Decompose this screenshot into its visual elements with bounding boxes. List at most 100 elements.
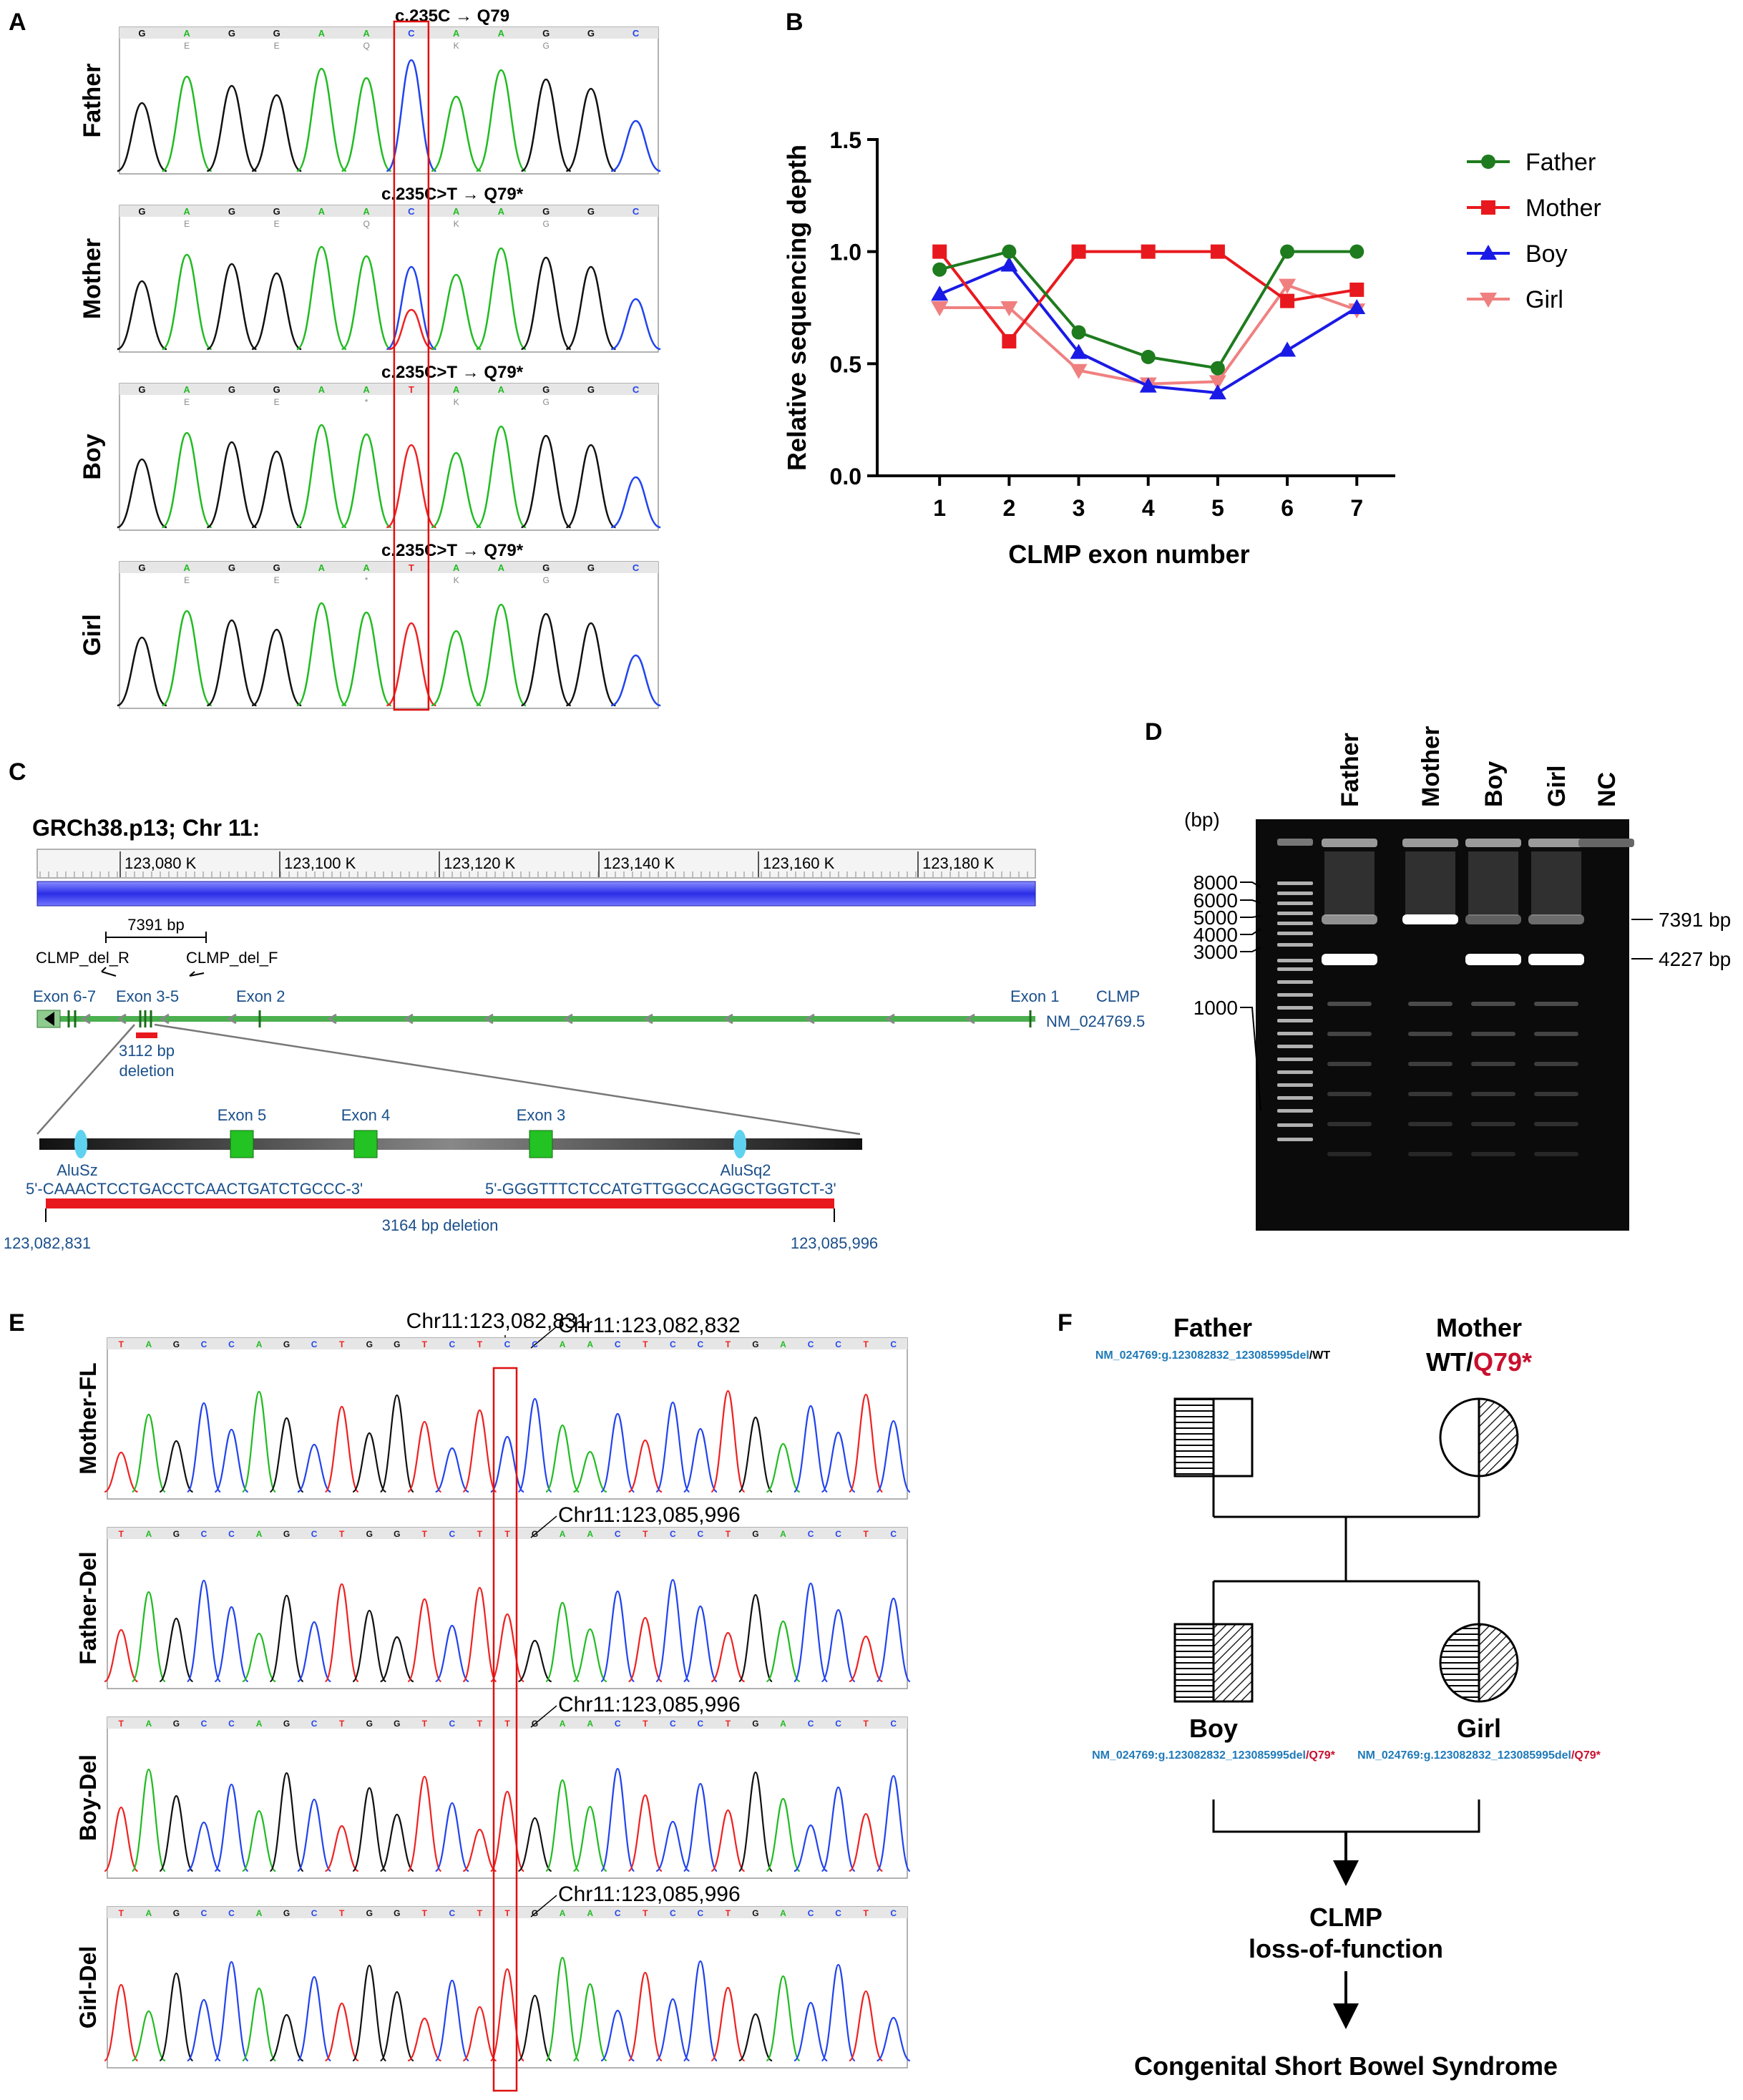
gene-strand-arrows <box>81 1013 975 1025</box>
ladder-label: 8000 <box>1193 871 1238 894</box>
data-point <box>1481 155 1495 169</box>
trace-peak <box>214 1960 249 2062</box>
strand-arrow <box>723 1013 733 1025</box>
trace-peak <box>104 1806 139 1872</box>
gel-lane-label: Girl <box>1543 765 1571 807</box>
base-call: A <box>587 1339 593 1349</box>
trace-peak <box>517 1817 552 1872</box>
gel-faint-band <box>1408 1062 1452 1066</box>
genome-assembly-title: GRCh38.p13; Chr 11: <box>32 815 260 841</box>
trace-peak <box>162 431 213 529</box>
trace-peak <box>545 1601 580 1683</box>
amino-acid: E <box>274 397 280 407</box>
trace-peak <box>521 78 572 172</box>
transcript-id: NM_024769.5 <box>1046 1012 1145 1030</box>
base-call: A <box>498 28 505 39</box>
ladder-band <box>1277 881 1313 885</box>
strand-arrow <box>404 1013 414 1025</box>
mother-genotype-wt: WT/ <box>1426 1347 1473 1377</box>
base-call: C <box>201 1719 208 1729</box>
trace-peak <box>573 1450 607 1493</box>
trace-peak <box>517 1397 552 1493</box>
panel-c-genomic-map: GRCh38.p13; Chr 11: 123,080 K 123,100 K 12… <box>4 815 1145 1252</box>
trace-peak <box>738 2013 773 2062</box>
trace-peak <box>159 1972 194 2062</box>
ladder-pointer <box>1240 915 1261 918</box>
deletion-3112-bar <box>136 1032 157 1038</box>
data-point <box>1348 299 1366 314</box>
exon-3-5-label: Exon 3-5 <box>116 987 179 1005</box>
base-call: A <box>318 28 326 39</box>
trace-peak <box>386 265 436 351</box>
base-call: A <box>363 562 370 573</box>
amino-acid: E <box>184 575 190 585</box>
track-name: Mother-FL <box>75 1362 101 1474</box>
trace-peak <box>296 1976 332 2062</box>
gel-lane-label: Mother <box>1417 726 1445 807</box>
trace-peak <box>187 1821 221 1872</box>
ladder-band <box>1277 1019 1313 1022</box>
base-call: T <box>864 1339 869 1349</box>
ladder-pointer <box>1240 1007 1261 1111</box>
junction-annotation: Chr11:123,085,996 <box>558 1503 741 1527</box>
base-call: G <box>532 1908 538 1918</box>
base-call: T <box>119 1719 125 1729</box>
ruler-tick-label: 123,160 K <box>763 854 835 872</box>
trace-peak <box>683 1782 718 1872</box>
trace-peak <box>435 1802 469 1872</box>
trace-peak <box>131 1591 167 1683</box>
trace-peak <box>794 1824 828 1872</box>
boy-label: Boy <box>1189 1714 1238 1743</box>
gel-well <box>1578 839 1634 847</box>
trace-peak <box>610 476 661 529</box>
base-call: G <box>138 206 145 217</box>
trace-peak <box>407 1598 442 1683</box>
trace-peak <box>386 622 436 707</box>
father-square-left-half <box>1175 1399 1214 1476</box>
trace-peak <box>793 1582 829 1683</box>
trace-peak <box>876 1597 911 1683</box>
zoom-exon-5 <box>230 1130 254 1158</box>
strand-arrow <box>805 1013 815 1025</box>
legend-label: Boy <box>1525 240 1568 268</box>
base-call: C <box>408 206 415 217</box>
base-call: G <box>366 1719 373 1729</box>
base-call: G <box>542 384 550 395</box>
ladder-band <box>1277 892 1313 895</box>
trace-peak <box>131 1768 167 1872</box>
base-call: C <box>615 1529 621 1539</box>
trace-peak <box>628 1971 663 2062</box>
exon-1-label: Exon 1 <box>1010 987 1060 1005</box>
base-call: A <box>318 562 326 573</box>
base-call: G <box>587 28 595 39</box>
base-call: A <box>498 384 505 395</box>
base-call: A <box>780 1529 786 1539</box>
base-call: C <box>615 1719 621 1729</box>
base-call: C <box>615 1908 621 1918</box>
junction-pointer <box>530 1515 557 1538</box>
track-name: Mother <box>79 238 106 319</box>
trace-peak <box>104 1983 139 2062</box>
trace-peak <box>241 1987 277 2062</box>
trace-peak <box>431 630 482 707</box>
father-genotype-del: NM_024769:g.123082832_123085995del <box>1095 1349 1309 1362</box>
base-call: G <box>228 384 235 395</box>
trace-peak <box>628 1616 663 1683</box>
base-call: C <box>670 1339 676 1349</box>
amino-acid: * <box>365 397 368 407</box>
girl-circle-left-half <box>1440 1624 1479 1701</box>
base-call: T <box>409 562 414 573</box>
trace-peak <box>849 1635 883 1683</box>
base-call: G <box>542 206 550 217</box>
trace-peak <box>162 610 213 707</box>
trace-peak <box>407 1775 442 1872</box>
strand-arrow <box>81 1013 91 1025</box>
base-call: G <box>587 562 595 573</box>
amino-acid: * <box>365 575 368 585</box>
chromatogram-header <box>107 1717 907 1729</box>
base-call: T <box>643 1908 648 1918</box>
base-call: A <box>145 1339 152 1349</box>
base-call: G <box>542 28 550 39</box>
boy-square-left-half <box>1175 1624 1214 1701</box>
track-name: Boy <box>79 434 106 479</box>
